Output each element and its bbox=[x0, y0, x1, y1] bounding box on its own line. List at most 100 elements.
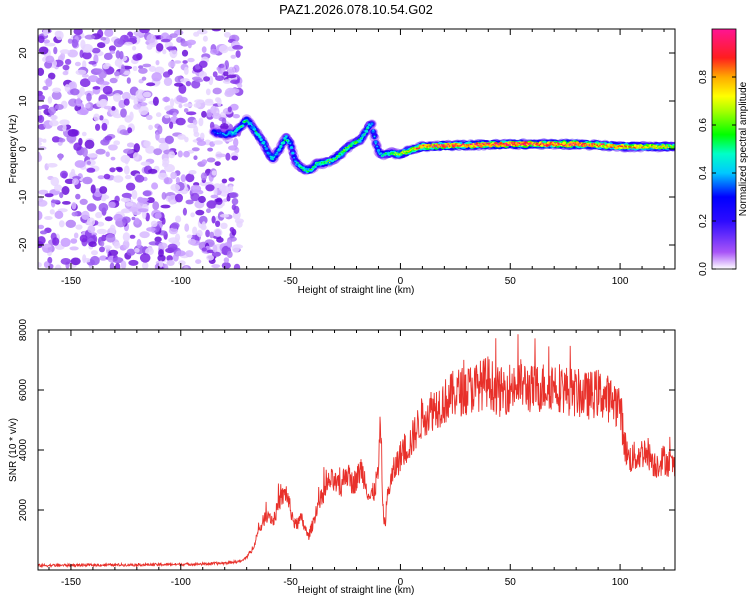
noise-blob bbox=[100, 36, 107, 41]
trace-segment bbox=[328, 161, 331, 164]
noise-blob bbox=[52, 87, 62, 93]
trace-segment bbox=[279, 144, 283, 148]
noise-blob bbox=[62, 70, 69, 76]
noise-blob bbox=[138, 102, 148, 107]
noise-blob bbox=[119, 50, 124, 60]
trace-segment bbox=[602, 143, 605, 145]
trace-segment bbox=[228, 132, 231, 135]
colorbar-tick: 0.4 bbox=[698, 166, 736, 180]
trace-segment bbox=[568, 144, 571, 146]
noise-blob bbox=[50, 176, 60, 187]
noise-blob bbox=[38, 35, 45, 44]
noise-blob bbox=[73, 29, 83, 36]
trace-segment bbox=[262, 143, 265, 145]
noise-blob bbox=[162, 157, 170, 166]
noise-blob bbox=[191, 80, 201, 89]
noise-blob bbox=[231, 244, 240, 253]
noise-blob bbox=[223, 71, 229, 77]
noise-blob bbox=[212, 244, 218, 253]
noise-blob bbox=[232, 114, 240, 119]
noise-blob bbox=[166, 259, 175, 266]
trace-segment bbox=[454, 145, 456, 148]
trace-segment bbox=[492, 143, 494, 146]
trace-segment bbox=[386, 153, 389, 155]
noise-blob bbox=[39, 230, 48, 235]
trace-segment bbox=[479, 144, 483, 148]
noise-blob bbox=[169, 48, 178, 59]
noise-blob bbox=[142, 91, 152, 98]
noise-blob bbox=[228, 185, 234, 193]
spectrogram-x-tick-label: 50 bbox=[505, 276, 517, 287]
trace-segment bbox=[515, 144, 518, 147]
noise-blob bbox=[151, 72, 162, 82]
noise-blob bbox=[175, 250, 186, 257]
noise-blob bbox=[61, 186, 70, 195]
noise-blob bbox=[172, 253, 179, 262]
trace-segment bbox=[318, 161, 321, 163]
trace-segment bbox=[382, 154, 385, 156]
trace-segment bbox=[270, 155, 273, 158]
noise-blob bbox=[100, 139, 110, 146]
noise-blob bbox=[222, 79, 232, 84]
noise-blob bbox=[70, 238, 78, 244]
trace-segment bbox=[371, 132, 378, 138]
noise-blob bbox=[81, 131, 87, 137]
trace-segment bbox=[610, 146, 613, 149]
noise-blob bbox=[42, 138, 47, 143]
trace-segment bbox=[664, 146, 667, 149]
trace-segment bbox=[628, 146, 630, 148]
trace-segment bbox=[245, 119, 248, 122]
noise-blob bbox=[70, 257, 81, 266]
snr-y-tick: 4000 bbox=[18, 438, 675, 461]
noise-blob bbox=[142, 63, 152, 68]
trace-segment bbox=[372, 129, 375, 131]
noise-blob bbox=[82, 176, 93, 185]
trace-segment bbox=[662, 145, 664, 148]
noise-blob bbox=[82, 147, 88, 157]
trace-segment bbox=[667, 146, 670, 149]
noise-blob bbox=[186, 111, 197, 116]
noise-blob bbox=[136, 238, 142, 249]
noise-blob bbox=[38, 137, 44, 143]
noise-blob bbox=[174, 82, 184, 87]
colorbar-tick: 0.2 bbox=[698, 214, 736, 228]
noise-blob bbox=[38, 67, 45, 76]
noise-blob bbox=[91, 250, 98, 256]
noise-blob bbox=[211, 264, 221, 269]
trace-segment bbox=[224, 134, 227, 136]
noise-blob bbox=[209, 231, 215, 239]
trace-segment bbox=[471, 143, 473, 145]
spectrogram-x-tick-label: -100 bbox=[171, 276, 191, 287]
trace-segment bbox=[657, 147, 659, 149]
trace-segment bbox=[543, 144, 546, 147]
noise-blob bbox=[120, 260, 127, 269]
noise-blob bbox=[88, 60, 97, 65]
noise-blob bbox=[166, 110, 175, 115]
noise-blob bbox=[183, 150, 190, 158]
noise-blob bbox=[194, 78, 204, 83]
noise-blob bbox=[221, 262, 231, 269]
noise-blob bbox=[76, 109, 88, 115]
noise-blob bbox=[108, 201, 116, 208]
noise-blob bbox=[68, 98, 79, 107]
noise-blob bbox=[161, 217, 166, 225]
noise-blob bbox=[198, 195, 206, 204]
trace-segment bbox=[477, 144, 480, 147]
noise-blob bbox=[43, 39, 50, 44]
snr-plot-area bbox=[38, 330, 675, 570]
noise-blob bbox=[100, 240, 105, 247]
trace-segment bbox=[256, 132, 259, 135]
trace-segment bbox=[326, 160, 328, 163]
snr-x-ticks: -150 -100 -50 0 50 100 bbox=[48, 330, 665, 588]
noise-blob bbox=[160, 38, 171, 43]
trace-segment bbox=[554, 142, 556, 144]
trace-segment bbox=[637, 145, 639, 147]
noise-blob bbox=[43, 29, 49, 37]
noise-blob bbox=[168, 151, 176, 159]
noise-blob bbox=[122, 208, 129, 213]
noise-blob bbox=[229, 103, 239, 111]
trace-segment bbox=[286, 139, 289, 142]
colorbar-tick: 0.6 bbox=[698, 118, 736, 132]
trace-segment bbox=[281, 142, 284, 145]
noise-blob bbox=[99, 81, 110, 86]
